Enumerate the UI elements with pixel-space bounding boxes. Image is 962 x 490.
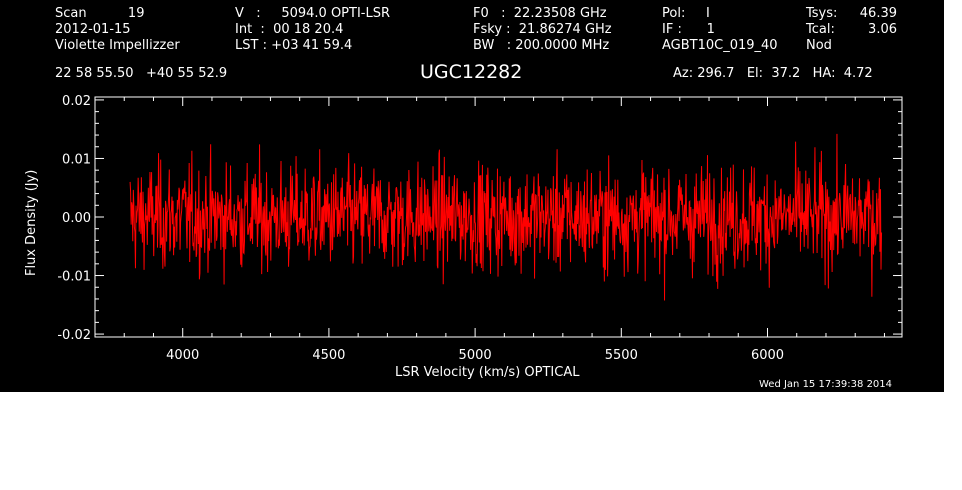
x-tick-label: 6000 [751, 348, 784, 363]
if-label: IF : 1 [662, 22, 715, 37]
tcal-label: Tcal: [806, 22, 835, 37]
tsys-label: Tsys: [806, 6, 838, 21]
scan-label: Scan 19 [55, 6, 145, 21]
y-tick-label: -0.02 [57, 328, 91, 343]
tsys-value: 46.39 [859, 6, 897, 21]
y-tick-label: 0.02 [62, 94, 91, 109]
tcal-value: 3.06 [868, 22, 897, 37]
pointing-info: Az: 296.7 El: 37.2 HA: 4.72 [673, 66, 873, 81]
sky-frequency-label: Fsky : 21.86274 GHz [473, 22, 612, 37]
y-tick-label: 0.01 [62, 152, 91, 167]
x-tick-label: 4000 [166, 348, 199, 363]
observer-label: Violette Impellizzer [55, 38, 180, 53]
y-tick-label: 0.00 [62, 211, 91, 226]
timestamp: Wed Jan 15 17:39:38 2014 [759, 379, 893, 390]
source-coordinates: 22 58 55.50 +40 55 52.9 [55, 66, 228, 81]
bandwidth-label: BW : 200.0000 MHz [473, 38, 610, 53]
x-tick-label: 5000 [459, 348, 492, 363]
y-axis-label: Flux Density (Jy) [24, 169, 39, 276]
x-tick-label: 4500 [312, 348, 345, 363]
date-label: 2012-01-15 [55, 22, 131, 37]
plot-panel: Scan 19 2012-01-15 Violette Impellizzer … [0, 0, 944, 392]
velocity-label: V : 5094.0 OPTI-LSR [235, 6, 391, 21]
spectrum-chart: 4000 4500 5000 5500 6000 -0.02 -0.01 0.00 0.01 0.… [57, 94, 903, 363]
mode-label: Nod [806, 38, 832, 53]
project-label: AGBT10C_019_40 [662, 38, 778, 53]
lst-label: LST : +03 41 59.4 [235, 38, 353, 53]
polarization-label: Pol: I [662, 6, 710, 21]
source-name: UGC12282 [420, 61, 523, 83]
x-axis-label: LSR Velocity (km/s) OPTICAL [395, 365, 580, 380]
integration-label: Int : 00 18 20.4 [235, 22, 344, 37]
x-tick-label: 5500 [605, 348, 638, 363]
rest-frequency-label: F0 : 22.23508 GHz [473, 6, 607, 21]
y-tick-label: -0.01 [57, 270, 91, 285]
spectrum-line [129, 133, 883, 301]
